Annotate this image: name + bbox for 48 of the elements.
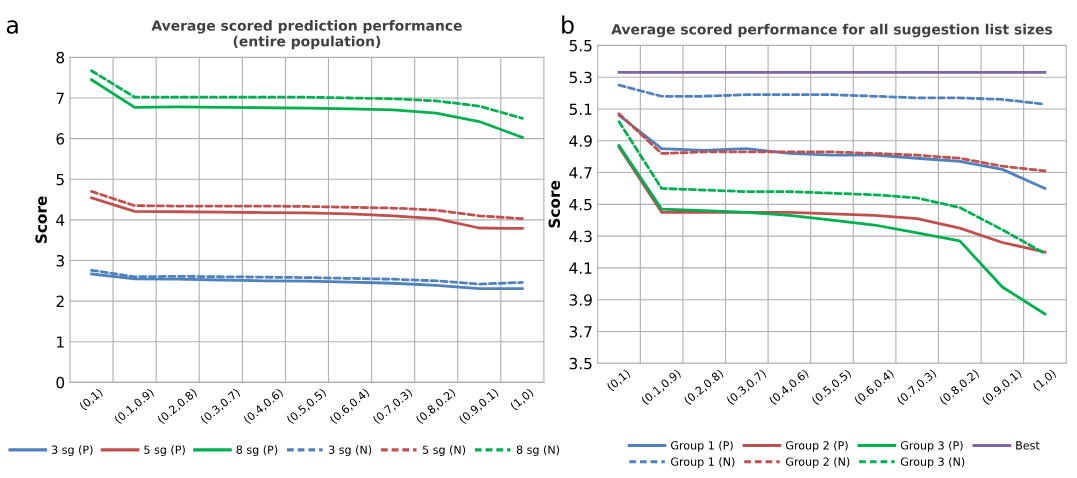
chart-title: Average scored performance for all suggestion list sizes <box>611 23 1053 38</box>
text: b <box>562 15 574 34</box>
legend-label: 5 sg (N) <box>422 445 466 457</box>
legend-label: 5 sg (P) <box>144 445 185 457</box>
y-tick-label: 3 <box>56 254 64 267</box>
legend-label: Group 2 (P) <box>785 440 848 452</box>
y-tick-label: 3.7 <box>569 325 592 338</box>
y-tick-label: 4.3 <box>569 230 592 243</box>
line-series <box>90 69 524 120</box>
line-series <box>617 120 1047 255</box>
legend-label: Group 1 (P) <box>671 440 733 452</box>
legend-label: 8 sg (P) <box>236 445 278 457</box>
legend-label: 3 sg (P) <box>51 445 93 457</box>
y-tick-label: 2 <box>56 295 64 307</box>
y-tick-label: 4 <box>56 214 65 226</box>
line-series <box>90 196 524 230</box>
legend-label: Group 3 (P) <box>900 440 963 452</box>
legend-label: Group 3 (N) <box>900 457 965 468</box>
y-tick-label: 4.7 <box>569 167 592 179</box>
line-series <box>617 112 1047 173</box>
text: a <box>6 20 18 34</box>
y-tick-label: 5.3 <box>569 71 592 84</box>
y-tick-label: 5.5 <box>569 40 592 52</box>
chart-title: Average scored prediction performance (entire population) <box>151 20 462 50</box>
y-tick-label: 5.1 <box>569 103 592 116</box>
y-tick-label: 7 <box>56 92 64 104</box>
y-tick-label: 4.9 <box>569 135 592 147</box>
line-series <box>90 190 524 221</box>
legend-label: Best <box>1016 441 1040 450</box>
line-series <box>617 144 1047 316</box>
y-tick-label: 3.9 <box>569 294 592 306</box>
y-tick-label: 4.5 <box>569 199 592 211</box>
y-tick-label: 0 <box>56 376 65 389</box>
y-tick-label: 3.5 <box>569 357 592 370</box>
y-tick-label: 1 <box>57 336 64 348</box>
y-axis-title: Score <box>548 180 561 228</box>
line-series <box>90 268 524 286</box>
legend-label: 8 sg (N) <box>516 445 560 457</box>
legend-label: Group 1 (N) <box>671 457 735 468</box>
y-tick-label: 5 <box>56 173 64 186</box>
y-tick-label: 6 <box>56 133 65 145</box>
y-tick-label: 8 <box>56 51 65 64</box>
line-series <box>90 272 524 290</box>
y-tick-label: 4.1 <box>569 262 592 274</box>
legend-label: 3 sg (N) <box>328 445 372 457</box>
legend-label: Group 2 (N) <box>785 457 850 468</box>
line-series <box>90 78 524 139</box>
y-axis-title: Score <box>35 196 47 244</box>
